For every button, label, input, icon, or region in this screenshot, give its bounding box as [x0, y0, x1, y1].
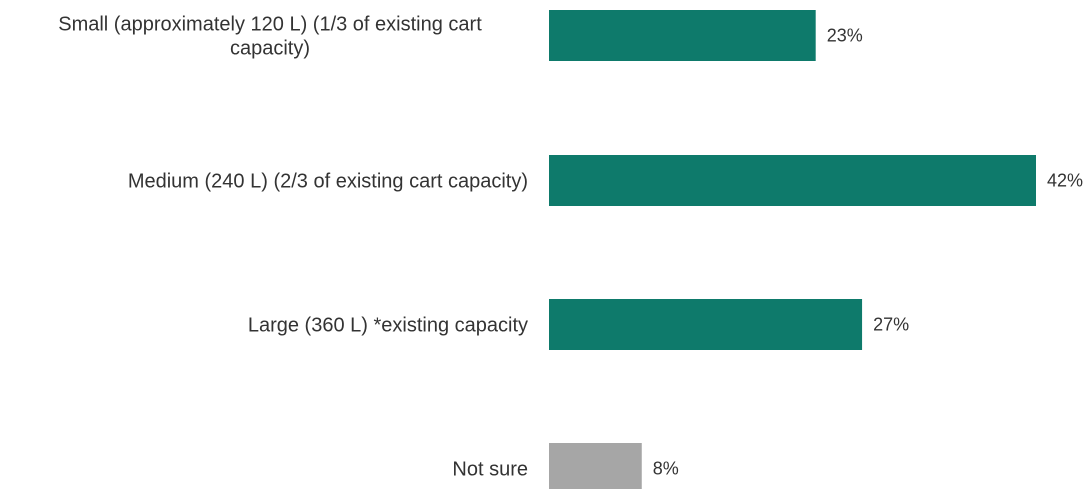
category-labels: Small (approximately 120 L) (1/3 of exis… — [58, 14, 528, 481]
bar-3 — [549, 443, 642, 489]
value-label-0: 23% — [827, 26, 863, 46]
bar-0 — [549, 10, 816, 61]
value-label-3: 8% — [653, 459, 679, 479]
value-label-2: 27% — [873, 315, 909, 335]
bar-2 — [549, 299, 863, 350]
category-label-3: Not sure — [452, 459, 528, 481]
value-label-1: 42% — [1047, 171, 1083, 191]
value-labels: 23% 42% 27% 8% — [653, 26, 1083, 479]
category-label-1: Medium (240 L) (2/3 of existing cart cap… — [128, 171, 528, 193]
bar-1 — [549, 155, 1036, 206]
bars — [549, 10, 1036, 489]
category-label-2: Large (360 L) *existing capacity — [248, 315, 528, 337]
category-label-0: Small (approximately 120 L) (1/3 of exis… — [58, 14, 482, 60]
